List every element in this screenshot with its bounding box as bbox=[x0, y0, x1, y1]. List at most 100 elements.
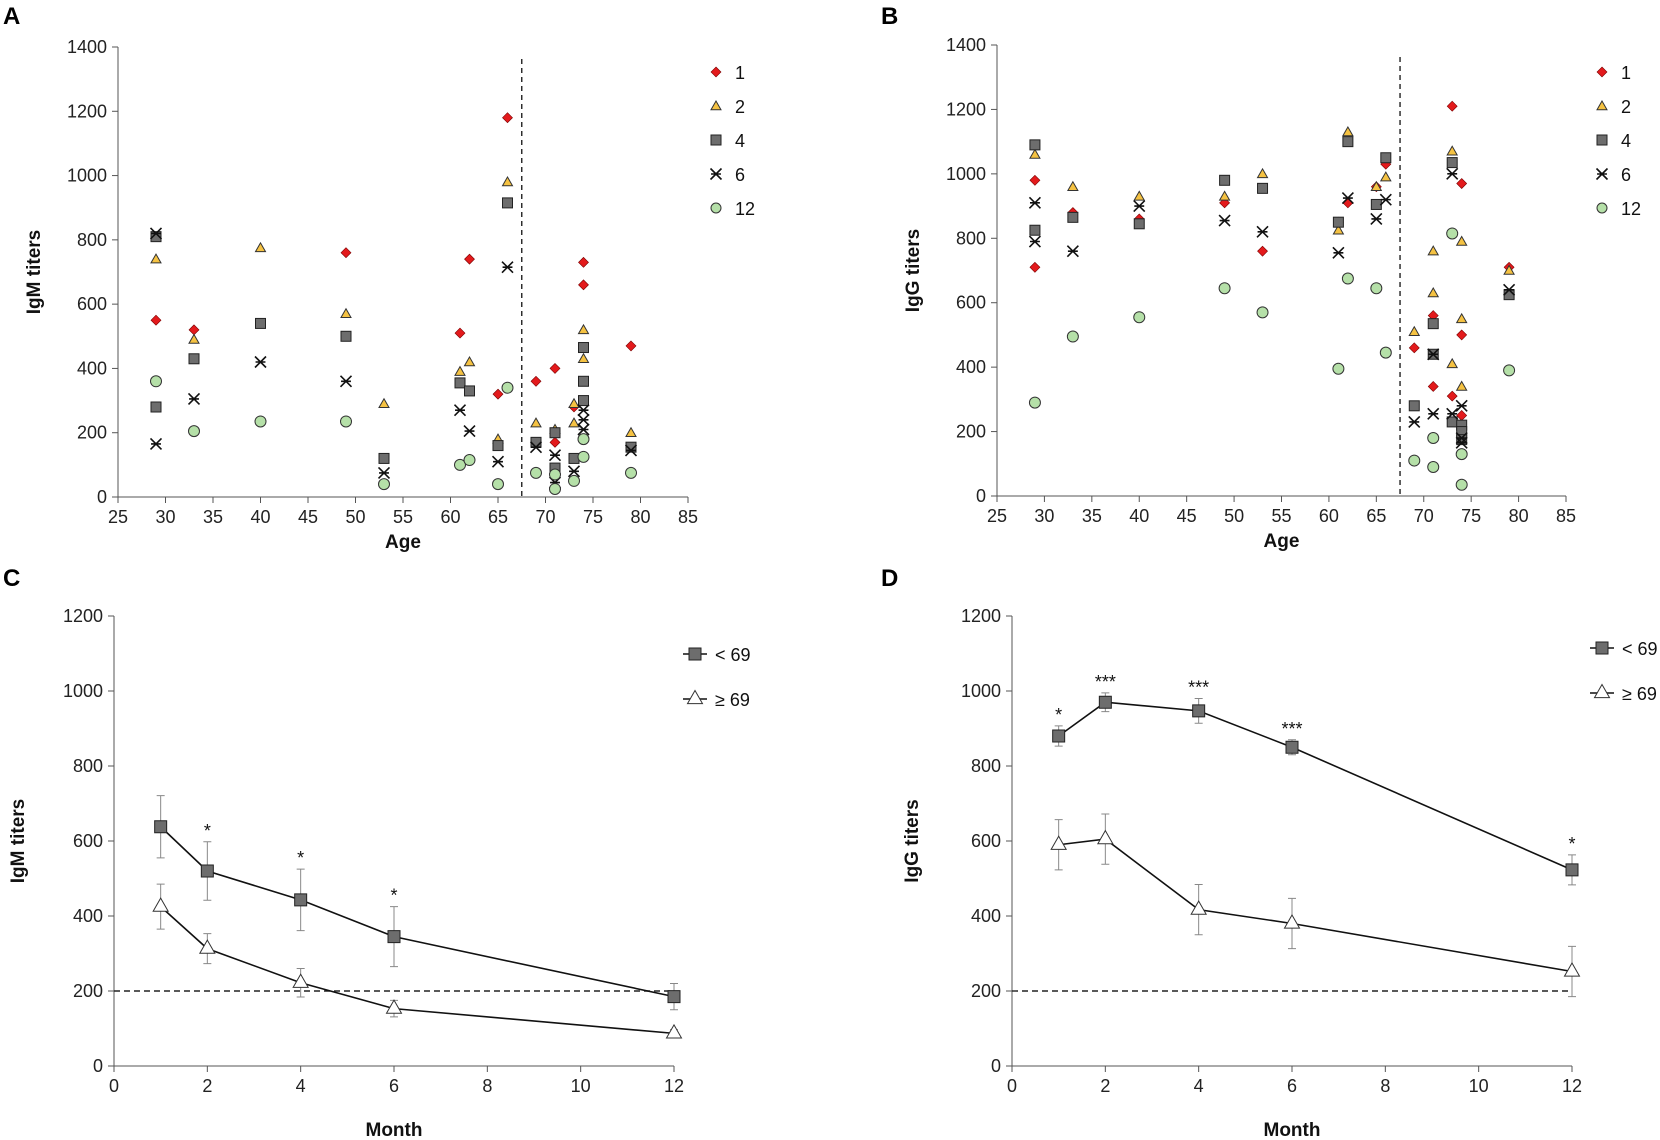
series-over-69 bbox=[1050, 813, 1581, 998]
legend-marker bbox=[709, 167, 723, 181]
x-tick-label: 4 bbox=[1194, 1076, 1204, 1096]
x-tick-label: 10 bbox=[571, 1076, 591, 1096]
data-point bbox=[501, 175, 514, 187]
series-over-69 bbox=[152, 883, 683, 1039]
data-point bbox=[1256, 306, 1269, 319]
data-point bbox=[1028, 396, 1041, 409]
data-point bbox=[464, 385, 475, 397]
y-tick-label: 400 bbox=[956, 357, 986, 377]
y-tick-label: 0 bbox=[93, 1056, 103, 1076]
data-point bbox=[1455, 448, 1468, 461]
data-point bbox=[549, 436, 561, 448]
data-point bbox=[1427, 245, 1440, 256]
data-point bbox=[1380, 152, 1392, 164]
legend-label: 12 bbox=[1621, 199, 1641, 219]
data-point bbox=[1256, 167, 1269, 179]
y-tick-label: 1000 bbox=[63, 681, 103, 701]
x-tick-label: 30 bbox=[155, 507, 175, 527]
x-tick-label: 70 bbox=[1414, 506, 1434, 526]
y-tick-label: 400 bbox=[971, 906, 1001, 926]
data-point bbox=[150, 375, 162, 388]
data-point bbox=[1066, 245, 1079, 258]
data-point bbox=[667, 990, 681, 1004]
data-point bbox=[254, 241, 267, 253]
data-point bbox=[188, 353, 200, 365]
data-point bbox=[378, 452, 390, 464]
data-point bbox=[1029, 224, 1041, 236]
data-point bbox=[1503, 364, 1516, 377]
data-point bbox=[1455, 235, 1468, 246]
data-point bbox=[624, 444, 638, 457]
data-point bbox=[577, 433, 590, 446]
data-point bbox=[150, 231, 162, 243]
legend-marker bbox=[686, 689, 704, 705]
x-tick-label: 12 bbox=[1562, 1076, 1582, 1096]
legend-label: < 69 bbox=[1622, 639, 1658, 659]
legend-label: 2 bbox=[735, 97, 745, 117]
significance-marker: * bbox=[204, 821, 211, 841]
data-point bbox=[568, 417, 580, 428]
legend-marker bbox=[1596, 134, 1608, 146]
legend-label: 6 bbox=[1621, 165, 1631, 185]
data-point bbox=[340, 415, 352, 428]
data-point bbox=[1342, 197, 1354, 209]
data-point bbox=[1456, 410, 1468, 421]
data-point bbox=[454, 458, 466, 471]
legend-marker bbox=[1596, 66, 1608, 78]
x-tick-label: 55 bbox=[393, 507, 413, 527]
data-point bbox=[1427, 432, 1440, 445]
data-point bbox=[530, 436, 542, 448]
data-point bbox=[339, 375, 353, 388]
data-point bbox=[1379, 193, 1392, 206]
y-tick-label: 800 bbox=[956, 228, 986, 248]
series-under-69 bbox=[154, 795, 681, 1011]
data-point bbox=[578, 375, 589, 387]
significance-marker: *** bbox=[1188, 678, 1209, 698]
y-tick-label: 600 bbox=[956, 293, 986, 313]
data-point bbox=[1283, 913, 1301, 929]
legend-entry: ≥ 69 bbox=[683, 689, 750, 710]
data-point bbox=[1503, 283, 1516, 296]
x-tick-label: 65 bbox=[488, 507, 508, 527]
significance-marker: *** bbox=[1095, 672, 1116, 692]
data-point bbox=[254, 415, 267, 428]
data-point bbox=[1427, 407, 1440, 420]
data-point bbox=[1455, 380, 1468, 391]
legend-entry: 1 bbox=[1596, 63, 1631, 83]
panel-C: C 0 2 4 6 8 10 12 0 200 400 600 800 1000 1200 Month IgM … bbox=[3, 565, 751, 1140]
data-point bbox=[340, 307, 352, 319]
data-point bbox=[1218, 190, 1231, 201]
data-point bbox=[492, 478, 504, 491]
data-point bbox=[578, 342, 589, 354]
y-tick-label: 0 bbox=[976, 486, 986, 506]
series-2 bbox=[150, 175, 637, 444]
data-point bbox=[463, 425, 476, 438]
x-tick-label: 65 bbox=[1366, 506, 1386, 526]
legend-marker bbox=[710, 202, 722, 214]
data-point bbox=[549, 468, 561, 481]
x-axis-label: Age bbox=[1264, 531, 1300, 552]
data-point bbox=[1332, 224, 1345, 235]
data-point bbox=[1408, 325, 1421, 336]
x-tick-label: 6 bbox=[389, 1076, 399, 1096]
legend-label: 1 bbox=[1621, 63, 1631, 83]
legend-label: ≥ 69 bbox=[715, 690, 750, 710]
data-point bbox=[378, 478, 390, 491]
legend-marker bbox=[688, 647, 702, 661]
series-1 bbox=[150, 112, 637, 448]
legend-marker bbox=[1595, 167, 1609, 181]
data-point bbox=[1446, 145, 1459, 156]
legend-label: 12 bbox=[735, 199, 755, 219]
series-line bbox=[1058, 838, 1573, 973]
legend-marker bbox=[710, 99, 722, 111]
data-point bbox=[578, 279, 589, 291]
data-point bbox=[1029, 261, 1041, 273]
x-tick-label: 2 bbox=[202, 1076, 212, 1096]
data-point bbox=[1332, 362, 1345, 375]
data-point bbox=[1446, 100, 1458, 112]
y-tick-label: 400 bbox=[77, 358, 107, 378]
y-tick-label: 1200 bbox=[63, 606, 103, 626]
x-tick-label: 35 bbox=[1082, 506, 1102, 526]
data-point bbox=[1133, 200, 1146, 213]
data-point bbox=[1190, 900, 1208, 915]
